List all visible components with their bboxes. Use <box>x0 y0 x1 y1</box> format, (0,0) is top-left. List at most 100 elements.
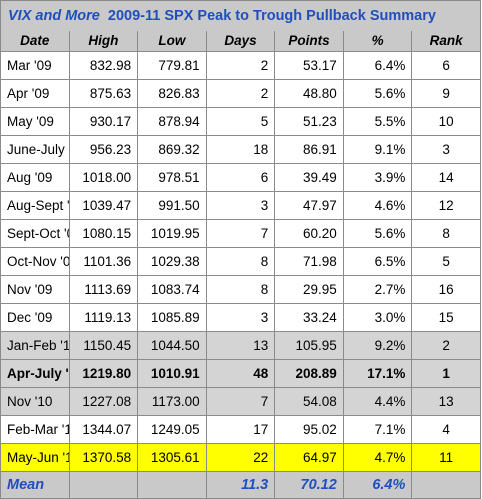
cell-high: 832.98 <box>68 51 139 80</box>
cell-points: 33.24 <box>274 303 344 332</box>
cell-percent: 6.5% <box>342 247 413 276</box>
cell-high: 1150.45 <box>68 331 139 360</box>
cell-date: Mar '09 <box>0 51 70 80</box>
cell-days: 3 <box>205 303 276 332</box>
cell-percent: 5.5% <box>342 107 413 136</box>
cell-high: 1018.00 <box>68 163 139 192</box>
cell-date: Aug-Sept '09 <box>0 191 70 220</box>
cell-rank: 12 <box>411 191 481 220</box>
cell-rank: 15 <box>411 303 481 332</box>
cell-low: 1029.38 <box>137 247 207 276</box>
cell-date: May-Jun '11 <box>0 443 70 472</box>
mean-points: 70.12 <box>274 471 344 499</box>
cell-high: 1113.69 <box>68 275 139 304</box>
cell-date: Aug '09 <box>0 163 70 192</box>
cell-high: 956.23 <box>68 135 139 164</box>
cell-low: 1010.91 <box>137 359 207 388</box>
cell-high: 1227.08 <box>68 387 139 416</box>
cell-points: 64.97 <box>274 443 344 472</box>
cell-low: 1173.00 <box>137 387 207 416</box>
cell-rank: 14 <box>411 163 481 192</box>
title-brand: VIX and More <box>8 8 100 24</box>
cell-low: 1305.61 <box>137 443 207 472</box>
cell-points: 51.23 <box>274 107 344 136</box>
cell-points: 53.17 <box>274 51 344 80</box>
cell-percent: 4.6% <box>342 191 413 220</box>
table-title: VIX and More 2009-11 SPX Peak to Trough … <box>0 0 481 31</box>
table-title-row: VIX and More 2009-11 SPX Peak to Trough … <box>0 0 481 31</box>
cell-low: 779.81 <box>137 51 207 80</box>
cell-date: Feb-Mar '11 <box>0 415 70 444</box>
cell-percent: 9.2% <box>342 331 413 360</box>
mean-percent: 6.4% <box>342 471 413 499</box>
cell-percent: 3.9% <box>342 163 413 192</box>
cell-rank: 3 <box>411 135 481 164</box>
cell-low: 1249.05 <box>137 415 207 444</box>
cell-low: 1019.95 <box>137 219 207 248</box>
cell-high: 1101.36 <box>68 247 139 276</box>
cell-points: 105.95 <box>274 331 344 360</box>
cell-low: 878.94 <box>137 107 207 136</box>
cell-points: 39.49 <box>274 163 344 192</box>
cell-high: 930.17 <box>68 107 139 136</box>
cell-high: 875.63 <box>68 79 139 108</box>
cell-date: June-July '09 <box>0 135 70 164</box>
mean-low-empty <box>137 471 207 499</box>
mean-rank-empty <box>411 471 481 499</box>
cell-low: 869.32 <box>137 135 207 164</box>
cell-high: 1039.47 <box>68 191 139 220</box>
cell-date: Jan-Feb '10 <box>0 331 70 360</box>
cell-points: 95.02 <box>274 415 344 444</box>
cell-points: 54.08 <box>274 387 344 416</box>
mean-days: 11.3 <box>205 471 276 499</box>
header-low: Low <box>137 31 207 52</box>
table-row: Nov '10 1227.08 1173.00 7 54.08 4.4% 13 <box>0 387 481 416</box>
cell-points: 208.89 <box>274 359 344 388</box>
cell-percent: 17.1% <box>342 359 413 388</box>
table-row: Dec '09 1119.13 1085.89 3 33.24 3.0% 15 <box>0 303 481 332</box>
cell-days: 13 <box>205 331 276 360</box>
cell-points: 29.95 <box>274 275 344 304</box>
cell-percent: 5.6% <box>342 219 413 248</box>
cell-date: Nov '09 <box>0 275 70 304</box>
header-percent: % <box>342 31 413 52</box>
cell-high: 1119.13 <box>68 303 139 332</box>
cell-percent: 4.7% <box>342 443 413 472</box>
cell-percent: 6.4% <box>342 51 413 80</box>
header-date: Date <box>0 31 70 52</box>
cell-low: 1044.50 <box>137 331 207 360</box>
cell-percent: 7.1% <box>342 415 413 444</box>
cell-low: 826.83 <box>137 79 207 108</box>
cell-date: Sept-Oct '09 <box>0 219 70 248</box>
header-row: Date High Low Days Points % Rank <box>0 31 481 52</box>
cell-low: 978.51 <box>137 163 207 192</box>
cell-days: 3 <box>205 191 276 220</box>
cell-rank: 4 <box>411 415 481 444</box>
cell-days: 8 <box>205 275 276 304</box>
cell-points: 47.97 <box>274 191 344 220</box>
cell-percent: 3.0% <box>342 303 413 332</box>
mean-label: Mean <box>0 471 70 499</box>
header-rank: Rank <box>411 31 481 52</box>
header-high: High <box>68 31 139 52</box>
table-row: Apr '09 875.63 826.83 2 48.80 5.6% 9 <box>0 79 481 108</box>
cell-days: 5 <box>205 107 276 136</box>
table-row: Aug '09 1018.00 978.51 6 39.49 3.9% 14 <box>0 163 481 192</box>
cell-low: 1085.89 <box>137 303 207 332</box>
cell-rank: 13 <box>411 387 481 416</box>
cell-points: 48.80 <box>274 79 344 108</box>
cell-high: 1080.15 <box>68 219 139 248</box>
cell-date: Dec '09 <box>0 303 70 332</box>
mean-row: Mean 11.3 70.12 6.4% <box>0 471 481 499</box>
cell-rank: 6 <box>411 51 481 80</box>
cell-rank: 8 <box>411 219 481 248</box>
cell-date: Apr '09 <box>0 79 70 108</box>
